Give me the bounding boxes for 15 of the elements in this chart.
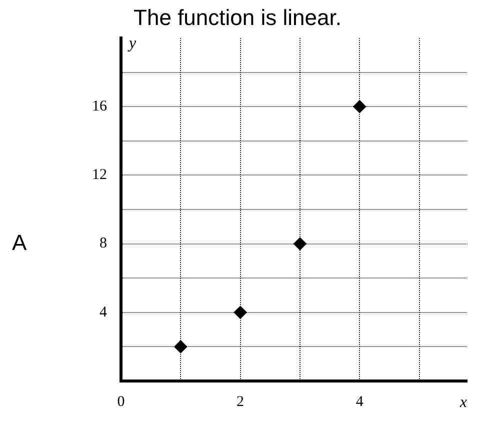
x-axis-title: x [458,394,467,412]
x-tick-label: 4 [356,394,364,410]
point [293,237,306,250]
x-tick-label: 0 [117,394,125,410]
y-tick-label: 12 [92,167,107,184]
y-tick-label: 4 [100,304,108,320]
x-tick-label: 2 [236,394,244,410]
y-tick-label: 8 [100,236,107,252]
point [234,306,247,319]
y-axis-title: y [127,35,137,52]
point [353,100,366,114]
text: A [12,230,27,255]
point [174,340,188,354]
y-tick-label: 16 [92,98,108,115]
chart-title: The function is linear. [134,5,342,30]
